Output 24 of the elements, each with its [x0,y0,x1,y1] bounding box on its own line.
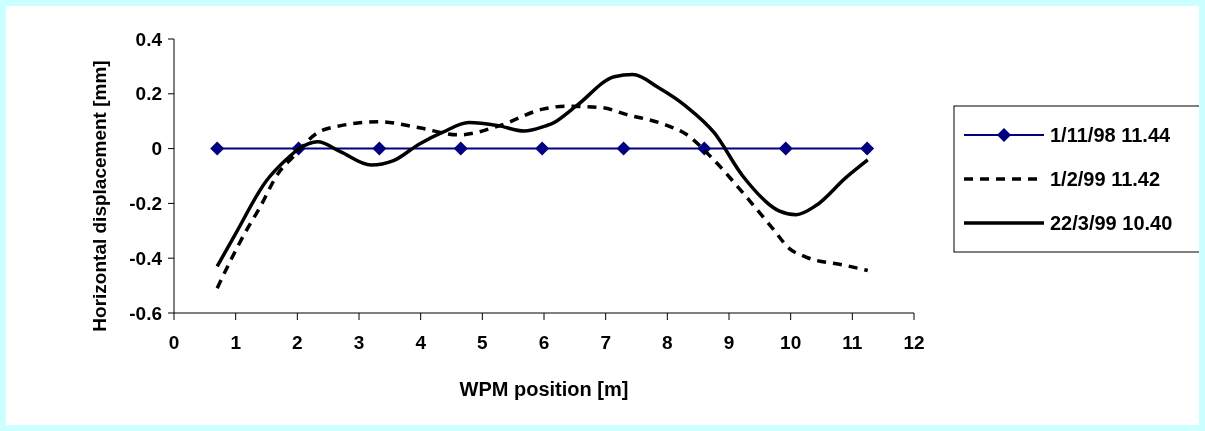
x-axis-title: WPM position [m] [459,378,629,400]
y-tick-label: -0.4 [129,247,163,269]
x-tick-label: 2 [292,332,303,353]
y-tick-label: -0.6 [129,302,162,324]
x-tick-label: 9 [723,332,735,353]
x-tick-label: 11 [842,332,863,353]
x-tick-label: 8 [662,332,673,353]
y-axis-title: Horizontal displacement [mm] [89,60,110,332]
y-tick-label: 0.4 [135,28,163,50]
x-tick-label: 7 [600,332,611,353]
y-tick-label: -0.2 [129,193,162,215]
x-tick-label: 10 [780,332,802,353]
legend-label: 1/2/99 11.42 [1050,168,1161,190]
x-tick-label: 3 [353,332,365,353]
x-tick-label: 1 [230,332,242,353]
x-tick-label: 6 [538,332,550,353]
legend-label: 1/11/98 11.44 [1050,124,1171,146]
legend-label: 22/3/99 10.40 [1050,212,1173,234]
x-tick-label: 5 [477,332,489,353]
x-tick-label: 0 [168,332,180,353]
y-tick-label: 0 [151,138,162,160]
x-tick-label: 12 [903,332,925,353]
y-tick-label: 0.2 [135,83,162,105]
x-tick-label: 4 [415,332,427,353]
